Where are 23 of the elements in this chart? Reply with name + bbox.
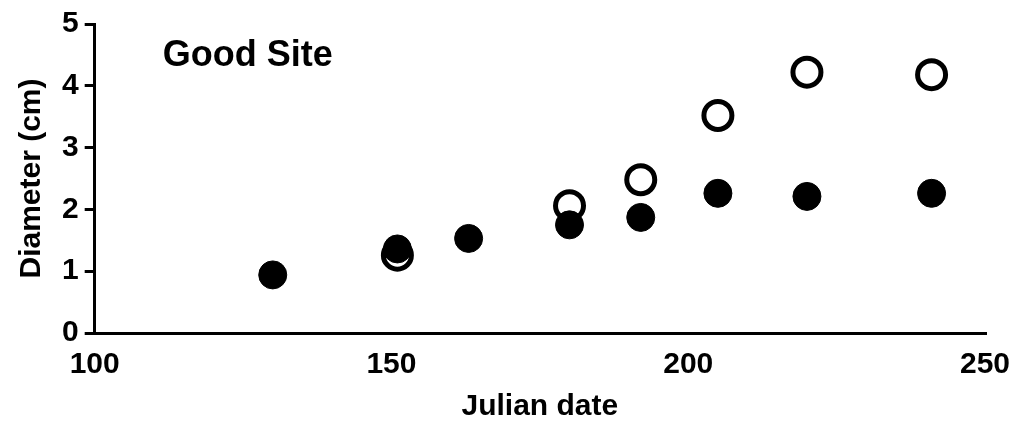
point <box>703 178 733 208</box>
x-tick-label: 100 <box>69 346 120 380</box>
point <box>624 163 658 197</box>
point <box>915 58 949 92</box>
y-tick-label: 5 <box>62 5 79 39</box>
point <box>454 223 484 253</box>
y-tick-label: 4 <box>62 67 79 101</box>
point <box>626 202 656 232</box>
y-tick-label: 2 <box>62 190 79 224</box>
y-tick-label: 1 <box>62 252 79 286</box>
x-tick-label: 200 <box>663 346 714 380</box>
point <box>792 181 822 211</box>
point <box>258 260 288 290</box>
x-tick-label: 150 <box>366 346 417 380</box>
chart-title: Good Site <box>162 32 333 74</box>
x-axis-title: Julian date <box>461 388 619 422</box>
y-tick-label: 0 <box>62 314 79 348</box>
point <box>917 178 947 208</box>
x-tick-label: 250 <box>959 346 1011 380</box>
y-tick-label: 3 <box>62 128 79 162</box>
point <box>701 98 735 132</box>
point <box>790 55 824 89</box>
y-axis-title: Diameter (cm) <box>13 78 47 279</box>
